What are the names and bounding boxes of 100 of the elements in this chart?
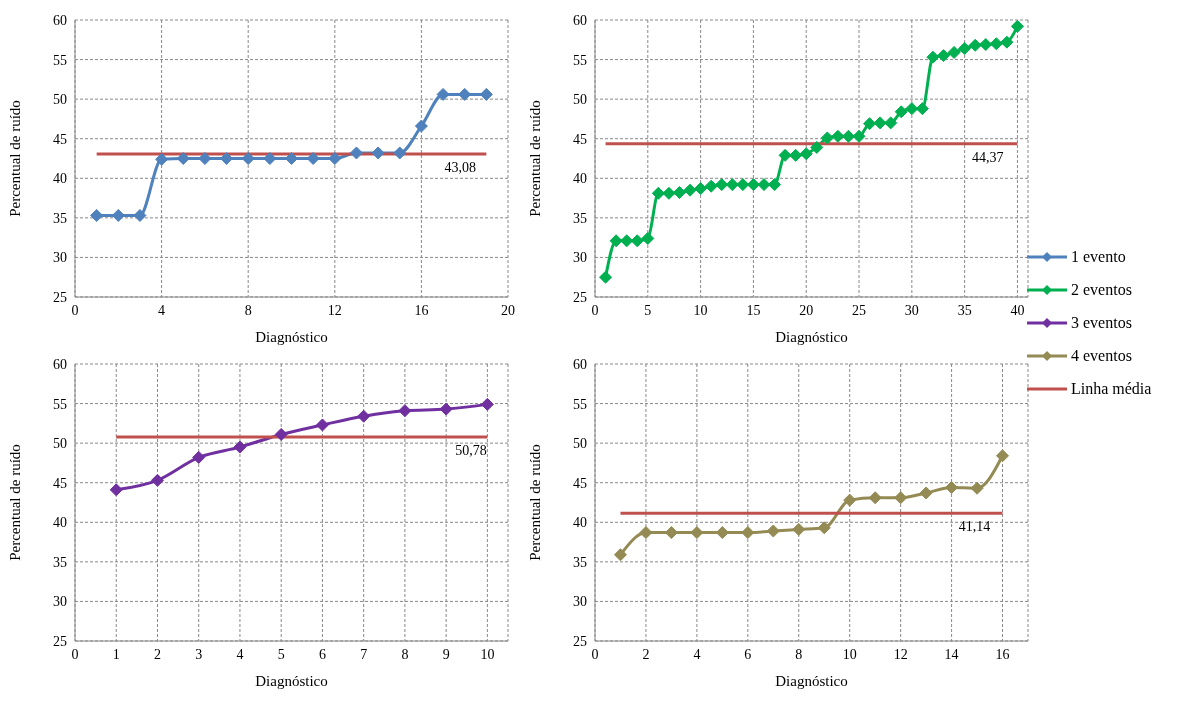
- y-tick-label: 45: [573, 131, 587, 147]
- point: [357, 409, 371, 423]
- point: [233, 440, 247, 454]
- x-tick-label: 4: [236, 646, 244, 662]
- x-tick-label: 20: [799, 302, 814, 318]
- point: [799, 147, 813, 161]
- y-tick-label: 30: [573, 594, 587, 610]
- y-tick-label: 60: [573, 356, 587, 372]
- x-tick-label: 8: [244, 302, 252, 318]
- point: [919, 486, 933, 500]
- y-tick-label: 45: [573, 475, 587, 491]
- legend-label: 3 eventos: [1071, 313, 1132, 332]
- x-tick-label: 8: [401, 646, 409, 662]
- x-tick-label: 8: [795, 646, 803, 662]
- y-tick-label: 55: [53, 52, 67, 68]
- point: [192, 450, 206, 464]
- y-tick-label: 40: [573, 515, 587, 531]
- point: [768, 178, 782, 192]
- x-tick-label: 0: [71, 646, 79, 662]
- y-tick-label: 35: [53, 554, 67, 570]
- point: [741, 526, 755, 540]
- point: [725, 178, 739, 192]
- y-tick-label: 30: [53, 594, 67, 610]
- point: [810, 140, 824, 154]
- x-tick-label: 20: [501, 302, 515, 318]
- point: [884, 116, 898, 130]
- point: [746, 178, 760, 192]
- point: [968, 38, 982, 52]
- y-tick-label: 30: [573, 250, 587, 266]
- point: [479, 87, 493, 101]
- point: [630, 234, 644, 248]
- point: [198, 152, 212, 165]
- x-tick-label: 15: [746, 302, 761, 318]
- point: [945, 480, 959, 494]
- y-tick-label: 60: [53, 12, 67, 28]
- point: [662, 186, 676, 200]
- point: [263, 152, 277, 165]
- point: [349, 146, 363, 160]
- point: [480, 397, 494, 411]
- y-axis-title: Percentual de ruído: [527, 100, 544, 217]
- y-tick-label: 55: [573, 52, 587, 68]
- y-tick-label: 55: [53, 396, 67, 412]
- point: [90, 208, 104, 222]
- x-tick-label: 4: [158, 302, 166, 318]
- point: [315, 418, 329, 432]
- point: [757, 178, 771, 192]
- annotation: 43,08: [444, 159, 477, 175]
- point: [715, 526, 729, 540]
- point: [926, 50, 940, 64]
- point: [736, 178, 750, 192]
- y-tick-label: 50: [53, 436, 67, 452]
- point: [690, 526, 704, 540]
- y-axis-title: Percentual de ruído: [527, 444, 544, 561]
- point: [1010, 20, 1024, 33]
- point: [1000, 35, 1014, 49]
- x-tick-label: 6: [318, 646, 326, 662]
- point: [937, 49, 951, 63]
- point: [651, 186, 665, 200]
- x-tick-label: 6: [744, 646, 752, 662]
- point: [613, 548, 627, 562]
- y-tick-label: 25: [573, 289, 587, 305]
- x-tick-label: 1: [112, 646, 120, 662]
- annotation: 41,14: [958, 519, 991, 535]
- point: [683, 183, 697, 197]
- point: [852, 129, 866, 143]
- x-tick-label: 16: [414, 302, 429, 318]
- point: [789, 148, 803, 162]
- y-tick-label: 40: [53, 171, 67, 187]
- y-tick-label: 50: [573, 436, 587, 452]
- x-tick-label: 3: [195, 646, 203, 662]
- y-tick-label: 50: [53, 92, 67, 108]
- point: [792, 522, 806, 536]
- point: [989, 37, 1003, 51]
- point: [609, 234, 623, 248]
- x-tick-label: 10: [842, 646, 857, 662]
- point: [947, 45, 961, 59]
- x-tick-label: 0: [591, 646, 599, 662]
- point: [436, 87, 450, 101]
- point: [843, 493, 857, 507]
- point: [979, 38, 993, 52]
- y-tick-label: 35: [573, 210, 587, 226]
- x-tick-label: 5: [277, 646, 285, 662]
- x-tick-label: 2: [153, 646, 161, 662]
- point: [894, 491, 908, 505]
- x-tick-label: 0: [591, 302, 599, 318]
- y-tick-label: 45: [53, 131, 67, 147]
- point: [398, 404, 412, 418]
- x-axis-title: Diagnóstico: [775, 673, 848, 689]
- y-tick-label: 55: [573, 396, 587, 412]
- x-axis-title: Diagnóstico: [775, 329, 848, 345]
- x-tick-label: 12: [327, 302, 342, 318]
- y-tick-label: 35: [53, 210, 67, 226]
- y-tick-label: 60: [573, 12, 587, 28]
- x-axis-title: Diagnóstico: [255, 673, 328, 689]
- point: [873, 116, 887, 130]
- y-tick-label: 25: [53, 289, 67, 305]
- y-tick-label: 25: [53, 633, 67, 649]
- point: [704, 179, 718, 193]
- point: [371, 146, 385, 160]
- y-tick-label: 60: [53, 356, 67, 372]
